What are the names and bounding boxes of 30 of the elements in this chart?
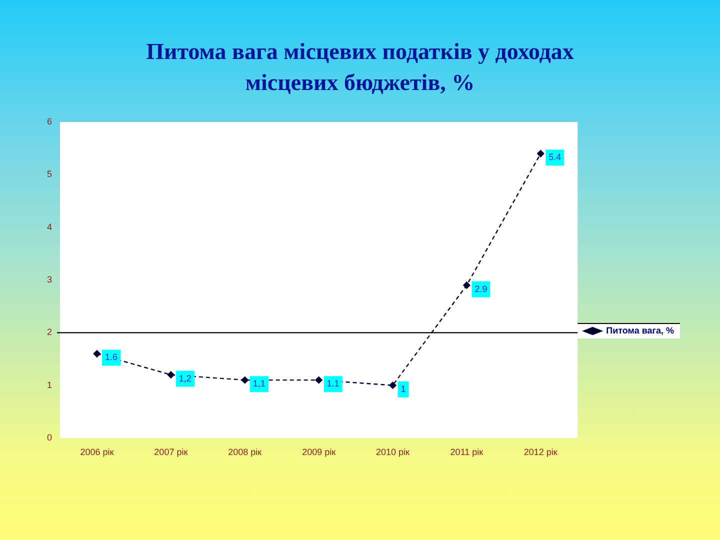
chart-title: Питома вага місцевих податків у доходах місцевих бюджетів, % (145, 38, 575, 97)
data-label: 1.6 (104, 352, 118, 362)
y-tick-label: 2 (46, 327, 52, 338)
x-tick-label: 2010 рік (376, 446, 410, 457)
y-tick-label: 1 (46, 380, 52, 390)
y-tick-label: 3 (46, 274, 52, 284)
point (537, 150, 544, 158)
point (93, 350, 101, 358)
x-tick-label: 2009 рік (302, 446, 336, 457)
x-tick-label: 2012 рік (524, 446, 558, 457)
data-label: 5.4 (548, 152, 562, 162)
data-label: 1,2 (178, 373, 192, 384)
y-tick-label: 4 (46, 222, 52, 232)
data-label: 1,1 (252, 378, 266, 389)
x-tick-label: 2006 рік (80, 446, 114, 457)
data-label: 2.9 (474, 284, 488, 294)
x-tick-label: 2011 рік (450, 446, 484, 457)
point (315, 376, 322, 384)
x-tick-label: 2007 рік (154, 446, 188, 457)
point (389, 382, 396, 389)
point (241, 376, 248, 384)
data-label: 1 (400, 384, 406, 394)
legend-label: Питома вага, % (606, 325, 674, 336)
point (463, 282, 470, 289)
point (167, 371, 175, 378)
y-tick-label: 5 (46, 169, 52, 180)
data-label: 1.1 (326, 378, 340, 389)
x-tick-label: 2008 рік (228, 446, 262, 457)
y-tick-label: 6 (46, 116, 52, 126)
y-tick-label: 0 (46, 432, 52, 442)
